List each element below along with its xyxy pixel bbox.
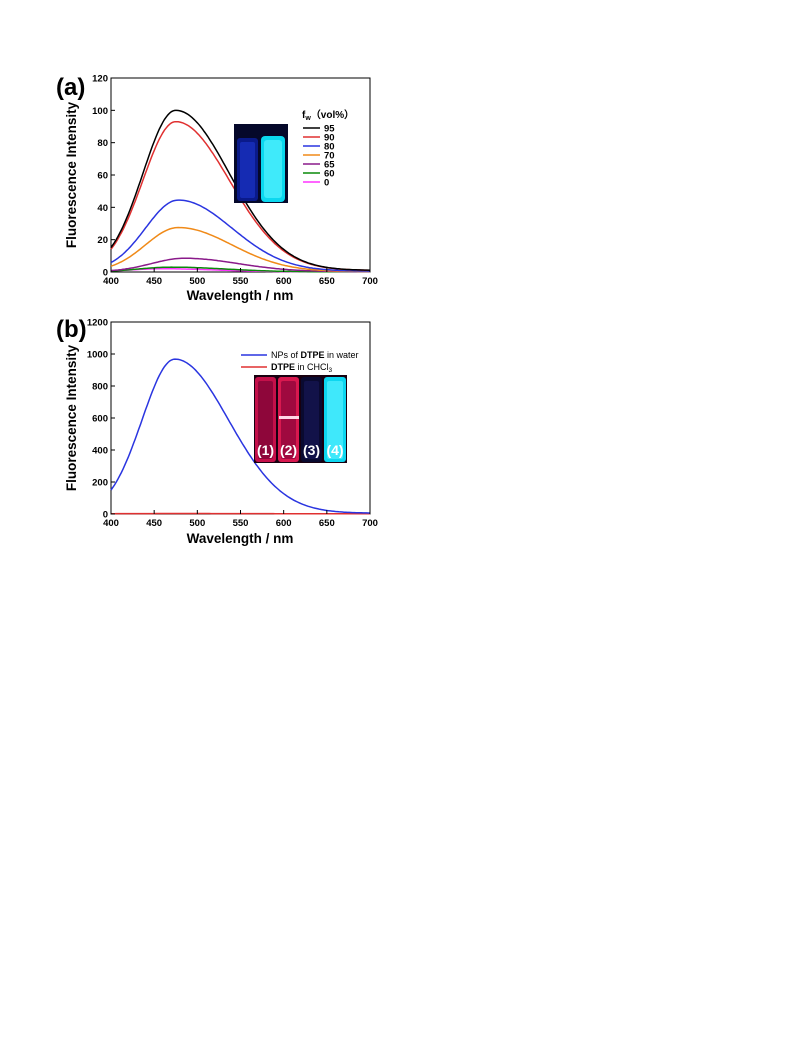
y-tick-label-a-5: 100 [92,106,108,117]
legend-label-a-3: 70 [324,150,335,161]
y-ticks-a: 0 20 40 60 80 100 120 [92,74,115,279]
x-tick-label-b-4: 600 [276,518,292,529]
panel-a: (a) 400 450 500 550 600 650 700 02040608010012… [56,74,378,304]
legend-label-a-2: 80 [324,141,335,152]
x-tick-label-b-3: 550 [233,518,249,529]
legend-label-a-4: 65 [324,159,335,170]
x-tick-label-a-2: 500 [189,276,205,287]
x-tick-label-b-6: 700 [362,518,378,529]
legend-label-b-1: DTPE in CHCl3 [271,362,333,374]
y-tick-label-a-2: 40 [97,203,108,214]
panel-a-label: (a) [56,74,85,101]
x-tick-label-b-1: 450 [146,518,162,529]
y-tick-label-a-3: 60 [97,171,108,182]
vial-label-1: (1) [257,442,274,458]
x-axis-title-a: Wavelength / nm [187,288,294,303]
legend-label-a-5: 60 [324,168,335,179]
legend-label-a-1: 90 [324,132,335,143]
inset-photo-a [234,124,288,203]
x-tick-label-b-5: 650 [319,518,335,529]
y-axis-title-a: Fluorescence Intensity [64,101,79,248]
legend-b: NPs of DTPE in water DTPE in CHCl3 [241,350,359,374]
y-ticks-b: 0 200 400 600 800 1000 1200 [87,318,115,521]
vial-label-3: (3) [303,442,320,458]
inset-photo-b: (1) (2) (3) (4) [254,375,347,463]
y-tick-label-a-6: 120 [92,74,108,85]
legend-label-b-0: NPs of DTPE in water [271,350,359,360]
x-ticks-b: 400 450 500 550 600 650 700 [103,510,378,529]
x-tick-label-b-0: 400 [103,518,119,529]
y-tick-label-b-6: 1200 [87,318,108,329]
panel-b-label: (b) [56,316,87,343]
x-tick-label-a-6: 700 [362,276,378,287]
x-tick-label-a-5: 650 [319,276,335,287]
y-tick-label-b-1: 200 [92,478,108,489]
x-axis-title-b: Wavelength / nm [187,531,294,546]
y-tick-label-b-5: 1000 [87,350,108,361]
vial-label-2: (2) [280,442,297,458]
y-axis-title-b: Fluorescence Intensity [64,344,79,491]
y-tick-label-b-3: 600 [92,414,108,425]
y-tick-label-b-4: 800 [92,382,108,393]
x-ticks-a: 400 450 500 550 600 650 700 [103,268,378,287]
series-line-a-2 [110,199,370,272]
y-tick-label-a-4: 80 [97,138,108,149]
y-tick-label-a-1: 20 [97,235,108,246]
legend-label-a-6: 0 [324,177,329,188]
y-tick-label-b-0: 0 [103,510,108,521]
legend-label-a-0: 95 [324,123,335,134]
vial-label-4: (4) [326,442,343,458]
panel-b: (b) 400 450 500 550 600 650 700 0 200 400 600 800 1… [56,316,378,546]
y-tick-label-a-0: 0 [103,268,108,279]
x-tick-label-a-1: 450 [146,276,162,287]
x-tick-label-a-3: 550 [233,276,249,287]
x-tick-label-a-4: 600 [276,276,292,287]
x-tick-label-b-2: 500 [189,518,205,529]
legend-title-a: fw（vol%） [302,108,354,122]
y-tick-label-b-2: 400 [92,446,108,457]
x-tick-label-a-0: 400 [103,276,119,287]
